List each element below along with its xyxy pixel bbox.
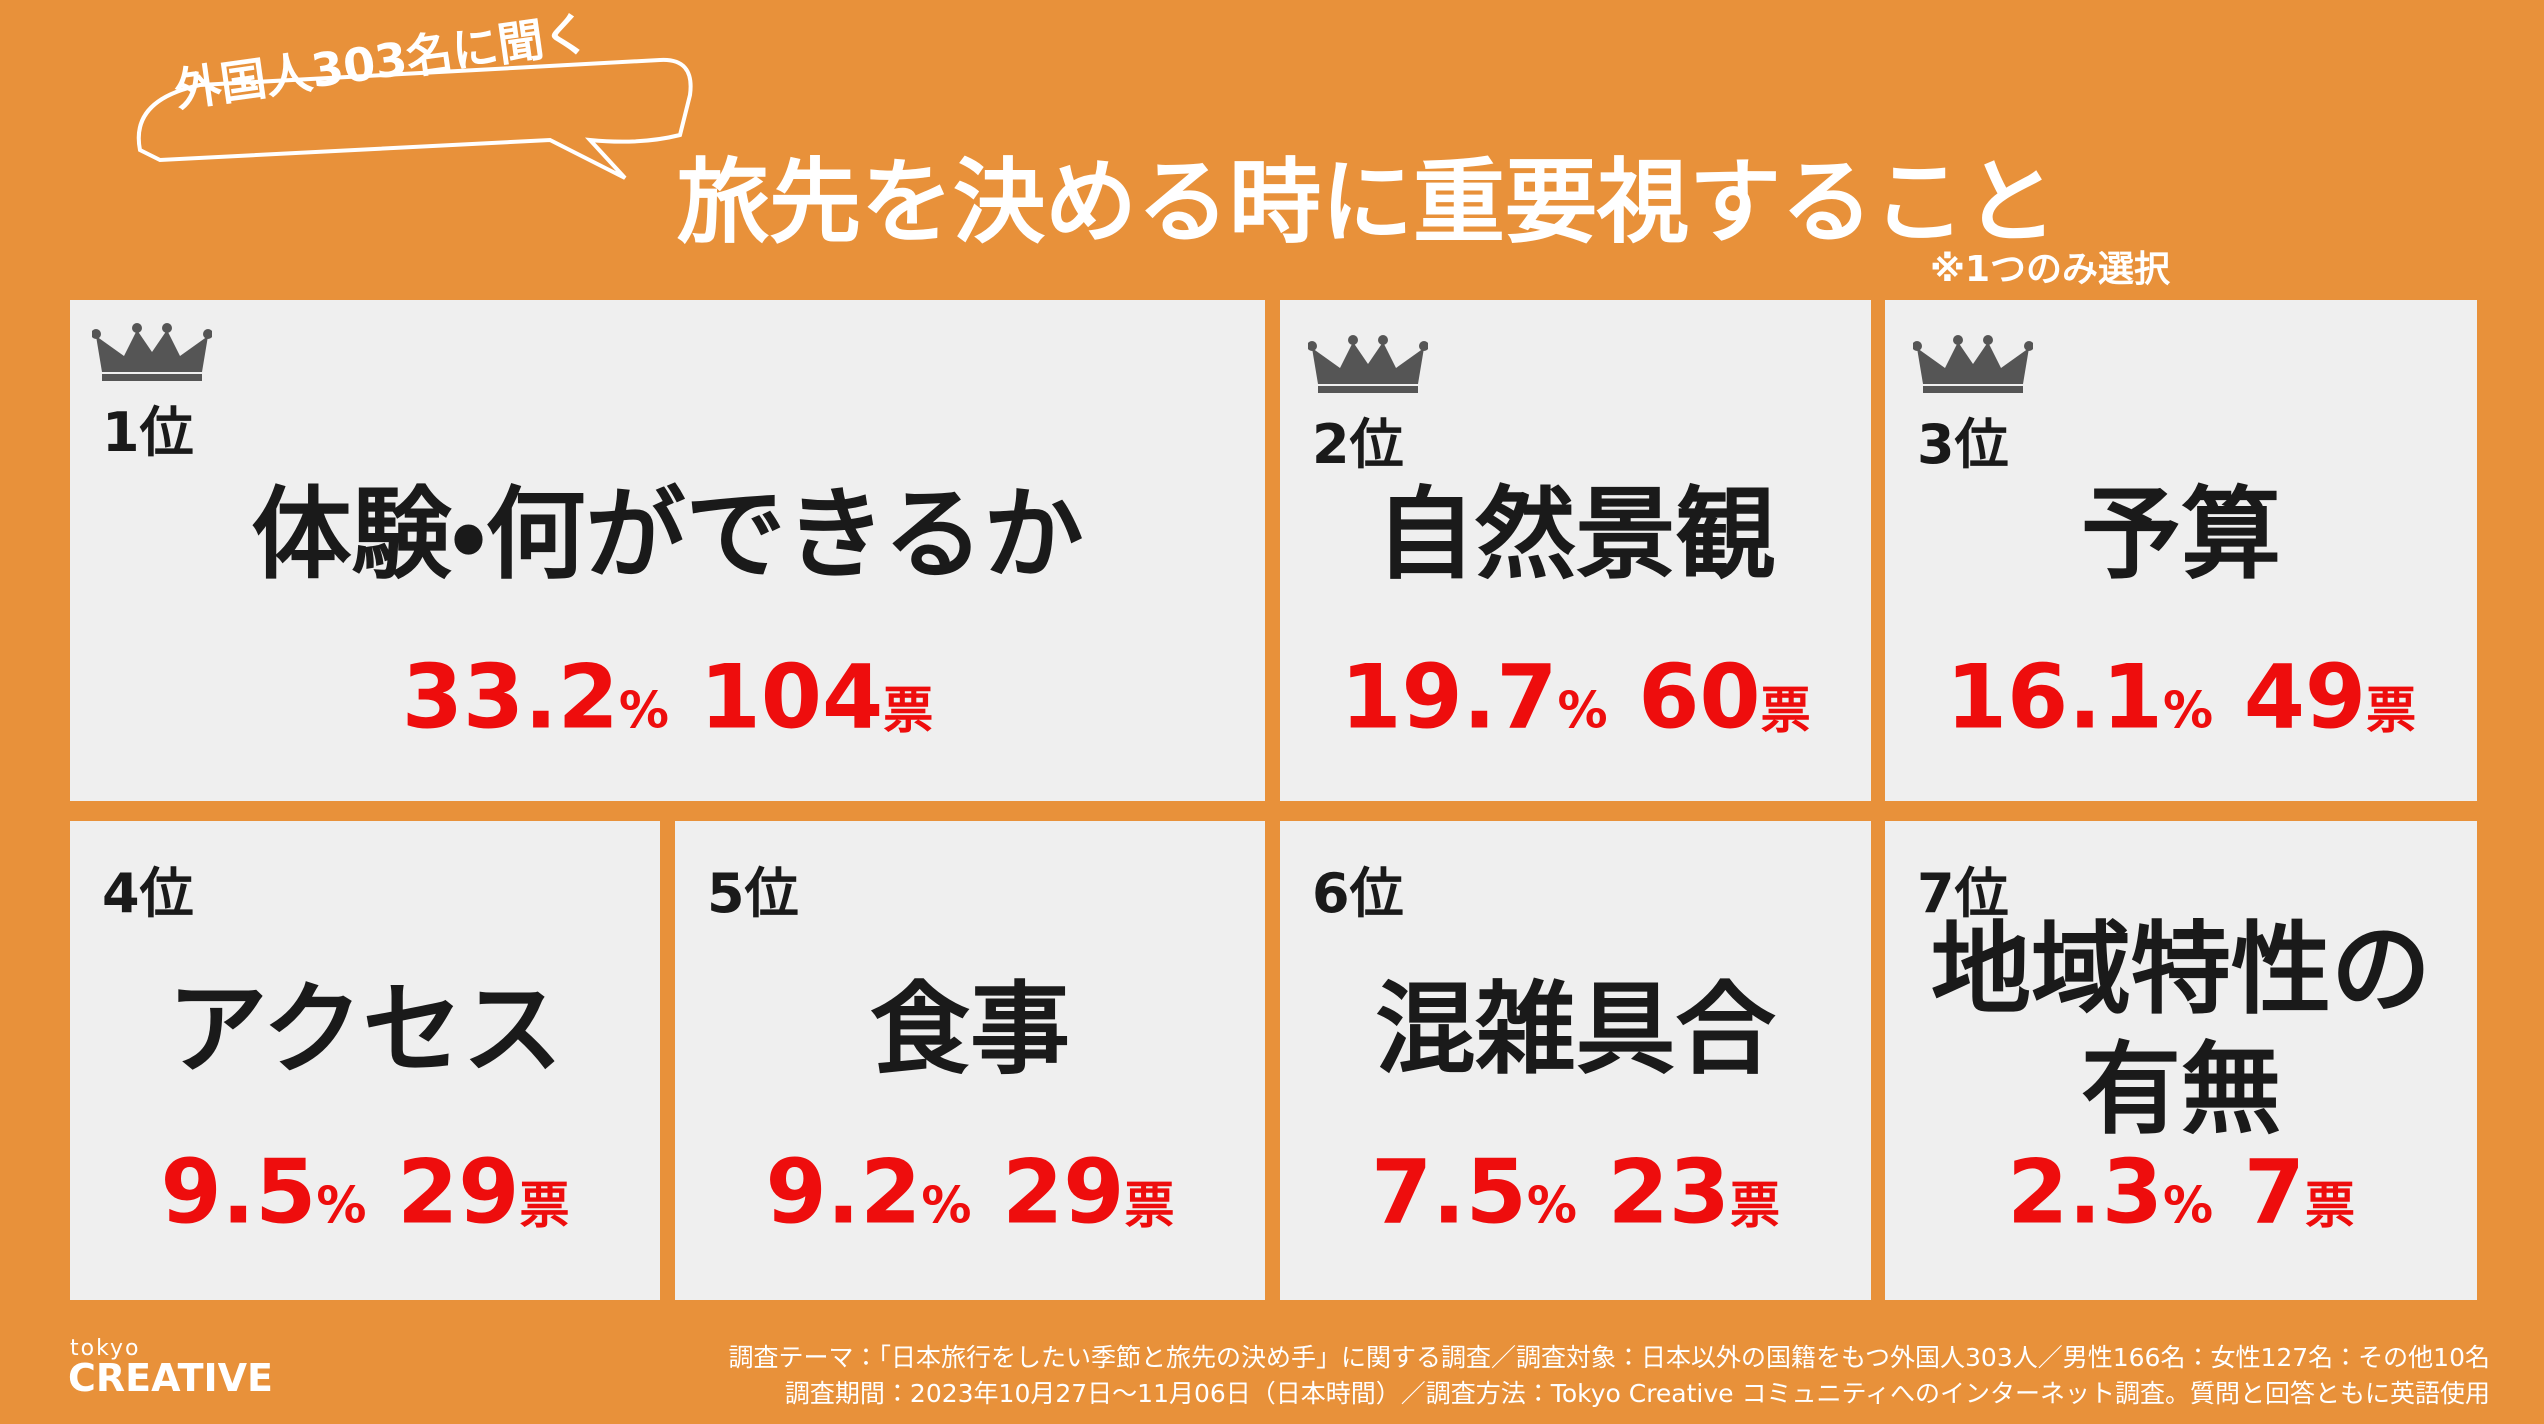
rank-card: 3位予算 16.1% 49票 bbox=[1885, 300, 2477, 801]
item-result: 7.5% 23票 bbox=[1280, 1141, 1871, 1244]
spacer bbox=[669, 646, 700, 749]
item-label: アクセス bbox=[167, 971, 563, 1088]
rank: 1位 bbox=[102, 401, 194, 464]
percent: 9.5 bbox=[160, 1140, 317, 1244]
rank-card: 4位アクセス 9.5% 29票 bbox=[70, 821, 660, 1300]
item-result: 16.1% 49票 bbox=[1885, 646, 2477, 749]
spacer bbox=[366, 1141, 397, 1244]
logo-big: CREATIVE bbox=[68, 1356, 273, 1400]
votes: 29 bbox=[397, 1140, 520, 1244]
spacer bbox=[2213, 646, 2244, 749]
percent: 2.3 bbox=[2007, 1140, 2163, 1244]
footer-line: 調査テーマ：「日本旅行をしたい季節と旅先の決め手」に関する調査／調査対象：日本以… bbox=[728, 1343, 2490, 1372]
votes: 60 bbox=[1638, 645, 1761, 749]
votes-unit: 票 bbox=[2304, 1176, 2355, 1235]
rank-card: 6位混雑具合 7.5% 23票 bbox=[1280, 821, 1871, 1300]
percent-unit: % bbox=[921, 1176, 972, 1235]
percent: 19.7 bbox=[1340, 645, 1558, 749]
votes: 7 bbox=[2243, 1140, 2305, 1244]
votes-unit: 票 bbox=[1760, 681, 1811, 740]
item-result: 2.3% 7票 bbox=[1885, 1141, 2477, 1244]
rank-card: 5位食事 9.2% 29票 bbox=[675, 821, 1265, 1300]
item-result: 9.2% 29票 bbox=[675, 1141, 1265, 1244]
percent: 16.1 bbox=[1945, 645, 2163, 749]
rank: 4位 bbox=[102, 862, 194, 925]
item-label: 地域特性の有無 bbox=[1931, 911, 2431, 1148]
rank: 2位 bbox=[1312, 413, 1404, 476]
footer-line: 調査期間：2023年10月27日〜11月06日（日本時間）／調査方法：Tokyo… bbox=[784, 1379, 2490, 1408]
percent: 33.2 bbox=[401, 645, 619, 749]
item-result: 19.7% 60票 bbox=[1280, 646, 1871, 749]
votes-unit: 票 bbox=[1730, 1176, 1781, 1235]
percent-unit: % bbox=[2162, 1176, 2214, 1235]
rank: 5位 bbox=[707, 862, 799, 925]
rank-card: 2位 自然景観 19.7% 60票 bbox=[1280, 300, 1871, 801]
percent-unit: % bbox=[618, 681, 669, 740]
percent: 7.5 bbox=[1370, 1140, 1527, 1244]
percent-unit: % bbox=[2162, 681, 2214, 740]
note: ※1つのみ選択 bbox=[1930, 249, 2171, 290]
votes: 104 bbox=[699, 645, 884, 749]
votes: 29 bbox=[1002, 1140, 1125, 1244]
crown bbox=[1913, 335, 2033, 393]
votes-unit: 票 bbox=[519, 1176, 570, 1235]
item-label: 自然景観 bbox=[1375, 476, 1776, 593]
votes-unit: 票 bbox=[2366, 681, 2417, 740]
rank-card: 1位 体験・何ができるか 33.2% 104票 bbox=[70, 300, 1265, 801]
percent-unit: % bbox=[1526, 1176, 1577, 1235]
title: 旅先を決める時に重要視すること bbox=[676, 149, 2057, 256]
votes-unit: 票 bbox=[1124, 1176, 1175, 1235]
rank-card: 7位 地域特性の有無 2.3% 7票 bbox=[1885, 821, 2477, 1300]
item-label: 体験・何ができるか bbox=[251, 476, 1084, 593]
spacer bbox=[971, 1141, 1002, 1244]
crown bbox=[92, 323, 212, 381]
item-result: 9.5% 29票 bbox=[70, 1141, 660, 1244]
votes: 23 bbox=[1607, 1140, 1731, 1244]
rank: 6位 bbox=[1312, 862, 1404, 925]
rank: 7位 bbox=[1917, 862, 2009, 925]
spacer bbox=[1608, 646, 1639, 749]
item-label: 食事 bbox=[870, 971, 1070, 1088]
item-result: 33.2% 104票 bbox=[70, 646, 1265, 749]
item-label: 予算 bbox=[2081, 476, 2281, 593]
spacer bbox=[1577, 1141, 1608, 1244]
votes: 49 bbox=[2243, 645, 2367, 749]
percent-unit: % bbox=[316, 1176, 367, 1235]
percent-unit: % bbox=[1557, 681, 1608, 740]
percent: 9.2 bbox=[765, 1140, 922, 1244]
logo-small: tokyo bbox=[70, 1336, 141, 1361]
bubble-outline bbox=[136, 57, 693, 180]
spacer bbox=[2213, 1141, 2244, 1244]
votes-unit: 票 bbox=[883, 681, 934, 740]
rank: 3位 bbox=[1917, 413, 2009, 476]
item-label: 混雑具合 bbox=[1375, 971, 1776, 1088]
crown bbox=[1308, 335, 1428, 393]
